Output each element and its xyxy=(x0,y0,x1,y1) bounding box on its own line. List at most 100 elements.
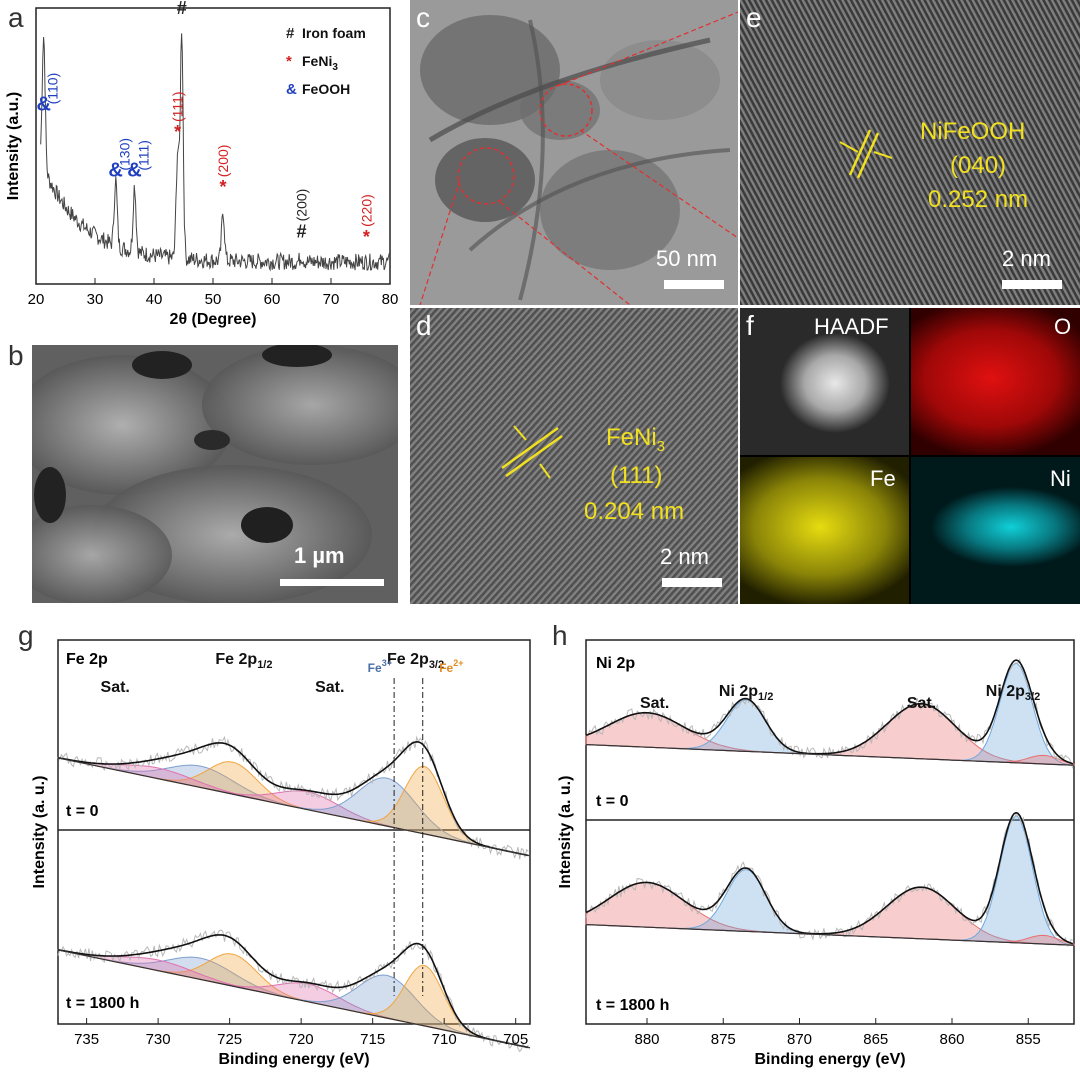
sem-scale-text: 1 µm xyxy=(294,543,345,568)
xps-fe-ylabel: Intensity (a. u.) xyxy=(31,776,48,889)
panel-label-f: f xyxy=(746,310,754,341)
sem-image: 1 µm xyxy=(32,345,398,603)
ni-baseline xyxy=(585,924,1075,946)
fe-tick-label: 715 xyxy=(360,1031,385,1048)
xps-fe-t1: t = 1800 h xyxy=(66,995,139,1012)
xrd-legend-symbol: & xyxy=(286,81,297,98)
panel-label-g: g xyxy=(18,620,34,651)
tem-scale-text: 50 nm xyxy=(656,246,718,271)
hrtem-d-scale-bar xyxy=(662,578,722,587)
fe-envelope xyxy=(57,934,529,1049)
hrtem-d-image: d FeNi3 (111) 0.204 nm 2 nm xyxy=(410,308,738,604)
ni-tick-label: 880 xyxy=(634,1031,659,1048)
xrd-peak-symbol: & xyxy=(36,93,50,115)
hrtem-d-scale-text: 2 nm xyxy=(660,544,709,569)
tem-image: c 50 nm xyxy=(410,0,738,305)
fe-tick-label: 710 xyxy=(432,1031,457,1048)
xrd-peak-symbol: & xyxy=(108,160,122,182)
xrd-curve xyxy=(40,33,391,272)
fe-tick-label: 725 xyxy=(217,1031,242,1048)
xps-fe-title: Fe 2p xyxy=(66,651,108,668)
hrtem-d-spacing: 0.204 nm xyxy=(584,498,685,525)
hrtem-e-phase: NiFeOOH xyxy=(920,118,1026,145)
fe-tick-label: 730 xyxy=(146,1031,171,1048)
xrd-peak-label: (111) xyxy=(136,140,152,171)
xrd-peak-label: (111) xyxy=(170,91,186,122)
xrd-peak-label: (200) xyxy=(215,145,231,178)
fe-annotation: Fe 2p1/2 xyxy=(215,651,272,671)
panel-label-c: c xyxy=(416,2,430,33)
xps-ni-xlabel: Binding energy (eV) xyxy=(754,1051,905,1068)
xrd-xlabel: 2θ (Degree) xyxy=(170,311,257,328)
ni-tick-label: 870 xyxy=(787,1031,812,1048)
xps-ni-frame xyxy=(585,639,1075,1025)
panel-label-b: b xyxy=(8,340,24,371)
ni-tick-label: 855 xyxy=(1016,1031,1041,1048)
eds-label-haadf: HAADF xyxy=(814,314,889,339)
fe-baseline xyxy=(57,757,531,857)
xrd-peak-label: (110) xyxy=(45,73,61,105)
fe-envelope xyxy=(57,740,529,857)
xps-fe-xlabel: Binding energy (eV) xyxy=(218,1051,369,1068)
hrtem-d-phase-sub: 3 xyxy=(656,437,666,455)
xps-ni-title: Ni 2p xyxy=(596,655,635,672)
xrd-tick-label: 50 xyxy=(205,291,222,308)
fe-annotation: Sat. xyxy=(315,679,344,696)
xrd-tick-label: 60 xyxy=(264,291,281,308)
xrd-peak-symbol: * xyxy=(220,177,227,197)
hrtem-d-phase: FeNi3 xyxy=(606,424,665,455)
fe-tick-label: 735 xyxy=(74,1031,99,1048)
xrd-peak-label: (200) xyxy=(294,189,310,222)
eds-tile-fe xyxy=(740,457,909,604)
xrd-legend-label: FeNi3 xyxy=(302,53,338,73)
eds-label-o: O xyxy=(1054,314,1072,339)
ni-baseline xyxy=(585,744,1075,766)
xrd-tick-label: 30 xyxy=(87,291,104,308)
xps-ni-t0: t = 0 xyxy=(596,793,629,810)
fe-baseline xyxy=(57,949,531,1049)
fe-annotation: Fe3+ xyxy=(368,658,392,675)
xrd-tick-label: 40 xyxy=(146,291,163,308)
xrd-legend-symbol: * xyxy=(286,53,292,70)
panel-label-d: d xyxy=(416,310,432,341)
tem-scale-bar xyxy=(664,280,724,289)
xrd-peak-label: (220) xyxy=(358,194,374,227)
tem-circle-2 xyxy=(457,147,515,205)
xrd-tick-label: 80 xyxy=(382,291,399,308)
hrtem-d-plane: (111) xyxy=(610,462,663,489)
hrtem-e-plane: (040) xyxy=(950,152,1007,179)
panel-label-e: e xyxy=(746,2,762,33)
fe-tick-label: 705 xyxy=(503,1031,528,1048)
eds-label-fe: Fe xyxy=(870,466,896,491)
xrd-peak-symbol: * xyxy=(174,122,181,142)
ni-tick-label: 860 xyxy=(939,1031,964,1048)
ni-tick-label: 875 xyxy=(711,1031,736,1048)
xrd-peak-symbol: # xyxy=(177,0,187,18)
fe-annotation: Fe 2p3/2 xyxy=(387,651,444,671)
hrtem-e-spacing: 0.252 nm xyxy=(928,186,1029,213)
eds-tile-ni xyxy=(911,457,1080,604)
eds-label-ni: Ni xyxy=(1050,466,1071,491)
xps-ni-ylabel: Intensity (a. u.) xyxy=(557,776,574,889)
xrd-frame xyxy=(35,7,391,285)
xrd-legend-label: Iron foam xyxy=(302,25,366,41)
fe-annotation: Sat. xyxy=(101,679,130,696)
xps-fe-t0: t = 0 xyxy=(66,803,99,820)
xrd-peak-symbol: & xyxy=(127,160,141,182)
hrtem-d-phase-main: FeNi xyxy=(606,424,657,451)
hrtem-e-scale-text: 2 nm xyxy=(1002,246,1051,271)
fe-annotation: Fe2+ xyxy=(439,658,463,675)
ni-envelope xyxy=(585,811,1074,945)
eds-tile-o xyxy=(911,308,1080,455)
sem-scale-bar xyxy=(280,579,384,586)
ni-annotation: Sat. xyxy=(640,695,669,712)
xrd-chart: 20 30 40 50 60 70 80 &(110)&(130)&(111)*(111)#… xyxy=(5,0,399,328)
panel-label-a: a xyxy=(8,2,24,33)
eds-tile-haadf xyxy=(740,308,909,455)
xrd-legend-label: FeOOH xyxy=(302,81,350,97)
xps-fe-frame xyxy=(57,639,531,1025)
xrd-peak-symbol: * xyxy=(363,227,370,247)
fe-tick-label: 720 xyxy=(289,1031,314,1048)
tem-circle-1 xyxy=(539,83,593,137)
ni-tick-label: 865 xyxy=(863,1031,888,1048)
